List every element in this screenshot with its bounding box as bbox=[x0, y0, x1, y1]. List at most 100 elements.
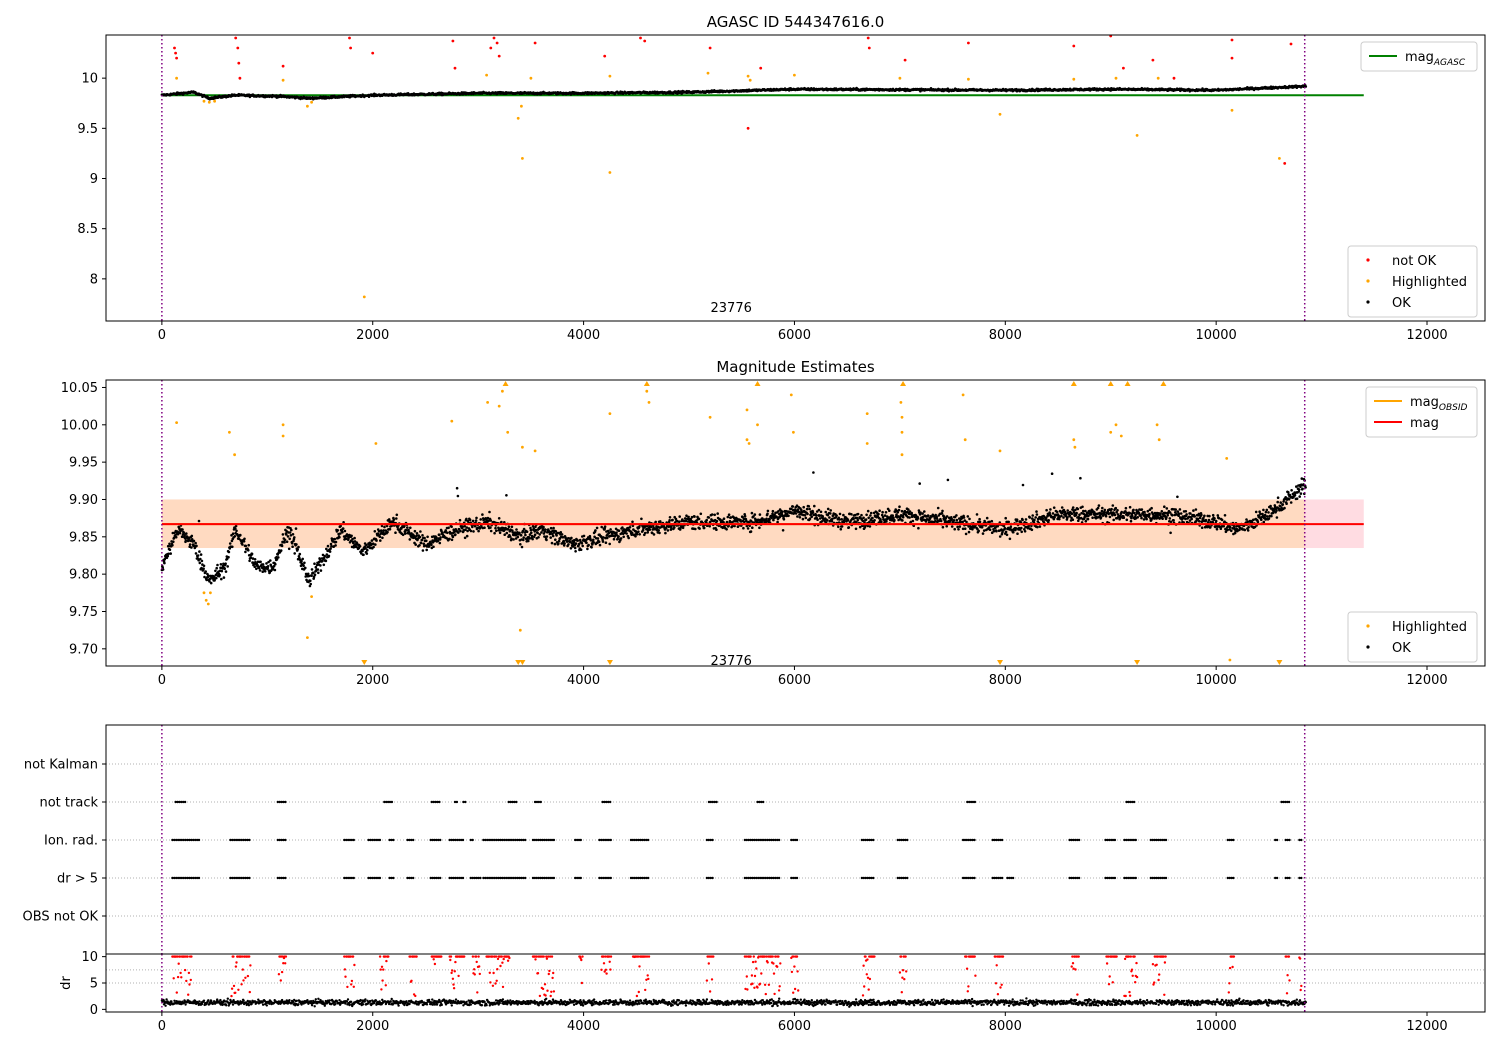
highlighted-point bbox=[202, 99, 206, 103]
ok-point bbox=[451, 535, 455, 539]
ok-point bbox=[195, 544, 198, 548]
ok-point bbox=[421, 534, 424, 537]
ok-point bbox=[386, 530, 389, 534]
ok-point bbox=[1142, 518, 1146, 521]
ok-point bbox=[1216, 514, 1220, 517]
ok-point bbox=[334, 544, 337, 547]
ok-point bbox=[1246, 529, 1250, 532]
not-ok-point bbox=[492, 36, 496, 40]
ok-point bbox=[483, 526, 486, 529]
ok-point bbox=[1270, 514, 1273, 518]
ok-point bbox=[1194, 508, 1198, 511]
ok-point bbox=[1049, 508, 1052, 511]
ok-point bbox=[1016, 532, 1019, 535]
ok-point bbox=[681, 526, 685, 530]
ok-point bbox=[577, 542, 581, 546]
ok-point bbox=[977, 529, 980, 533]
ok-point bbox=[519, 534, 523, 537]
ok-point bbox=[324, 559, 328, 563]
ok-point bbox=[469, 529, 473, 533]
ok-point bbox=[1185, 513, 1188, 516]
ok-point bbox=[1036, 525, 1039, 529]
ok-point bbox=[758, 526, 761, 530]
ok-point bbox=[967, 530, 971, 534]
ok-point bbox=[791, 505, 795, 508]
ok-point bbox=[1243, 528, 1247, 532]
not-ok-point bbox=[867, 46, 871, 50]
ok-point bbox=[953, 527, 956, 531]
ok-point bbox=[439, 536, 442, 539]
ok-point bbox=[243, 537, 246, 541]
ok-point bbox=[1207, 518, 1211, 522]
ok-point bbox=[1081, 505, 1084, 509]
ok-point bbox=[946, 478, 950, 482]
ok-point bbox=[893, 518, 896, 522]
ok-point bbox=[244, 544, 248, 548]
not-ok-point bbox=[1172, 76, 1176, 80]
ok-point bbox=[567, 543, 570, 546]
ok-point bbox=[505, 531, 509, 535]
ok-point bbox=[407, 528, 410, 532]
ok-point bbox=[940, 511, 944, 515]
chart-title: Magnitude Estimates bbox=[716, 358, 874, 376]
ok-point bbox=[1020, 526, 1023, 530]
ok-point bbox=[536, 531, 539, 535]
ok-point bbox=[327, 554, 331, 558]
ok-point bbox=[1293, 493, 1297, 497]
ok-point bbox=[540, 531, 543, 534]
ok-point bbox=[713, 513, 716, 517]
ok-point bbox=[304, 566, 307, 570]
ok-point bbox=[557, 542, 560, 545]
ok-point bbox=[1052, 506, 1056, 510]
ok-point bbox=[290, 541, 294, 545]
ok-point bbox=[341, 531, 344, 534]
ok-point bbox=[395, 517, 398, 520]
highlighted-point bbox=[1135, 134, 1139, 137]
not-ok-point bbox=[1122, 66, 1125, 70]
ok-point bbox=[1146, 509, 1150, 513]
ok-point bbox=[630, 531, 634, 535]
ok-point bbox=[515, 528, 518, 531]
ok-point bbox=[838, 512, 842, 516]
ok-point bbox=[1008, 537, 1012, 541]
ok-point bbox=[781, 529, 785, 532]
ok-point bbox=[592, 538, 595, 542]
ok-point bbox=[1262, 520, 1266, 524]
ok-point bbox=[506, 527, 510, 531]
legend-bottom-label: OK bbox=[1392, 296, 1411, 311]
ok-point bbox=[309, 582, 313, 586]
ok-point bbox=[554, 538, 557, 541]
not-ok-point bbox=[175, 56, 179, 60]
ok-point bbox=[293, 552, 297, 555]
ok-point bbox=[911, 519, 915, 523]
ok-point bbox=[668, 519, 671, 522]
ok-point bbox=[419, 541, 423, 545]
ok-point bbox=[771, 509, 775, 513]
ok-point bbox=[803, 514, 807, 517]
ok-point bbox=[865, 513, 868, 517]
ok-point bbox=[897, 508, 901, 512]
ok-point bbox=[178, 531, 182, 535]
ok-point bbox=[1179, 512, 1183, 515]
ok-point bbox=[1116, 509, 1119, 512]
ok-point bbox=[1009, 525, 1013, 529]
ok-point bbox=[448, 537, 451, 541]
ok-point bbox=[1015, 518, 1019, 521]
ok-point bbox=[1281, 503, 1285, 506]
ok-point bbox=[1060, 506, 1064, 509]
ok-point bbox=[1169, 520, 1173, 524]
ok-point bbox=[209, 581, 213, 585]
ok-point bbox=[1226, 528, 1229, 532]
ok-point bbox=[198, 561, 202, 565]
ok-point bbox=[518, 531, 521, 535]
ok-point bbox=[716, 512, 719, 515]
ok-point bbox=[923, 510, 926, 513]
ok-point bbox=[425, 548, 429, 552]
ok-point bbox=[1222, 524, 1225, 528]
ok-point bbox=[802, 505, 805, 509]
ok-point bbox=[1035, 510, 1038, 513]
ok-point bbox=[455, 486, 459, 490]
ok-point bbox=[880, 520, 883, 523]
ok-point bbox=[192, 539, 196, 543]
ok-point bbox=[543, 528, 547, 531]
